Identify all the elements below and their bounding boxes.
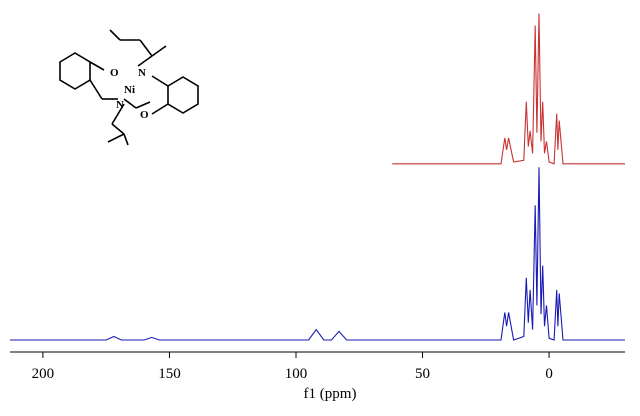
spectrum-line (392, 13, 625, 165)
x-tick-label: 50 (415, 366, 430, 382)
atom-label: Ni (124, 84, 135, 96)
x-tick-label: 100 (285, 366, 308, 382)
atom-label: O (140, 109, 149, 121)
atom-label: N (138, 67, 146, 79)
x-tick-label: 200 (32, 366, 55, 382)
x-axis-label: f1 (ppm) (304, 386, 357, 402)
structure: O N Ni N O (59, 29, 199, 146)
x-tick-label: 150 (158, 366, 181, 382)
spectrum-line (10, 167, 625, 341)
atom-label: O (110, 67, 119, 79)
atom-label: N (116, 99, 124, 111)
x-tick-label: 0 (545, 366, 553, 382)
